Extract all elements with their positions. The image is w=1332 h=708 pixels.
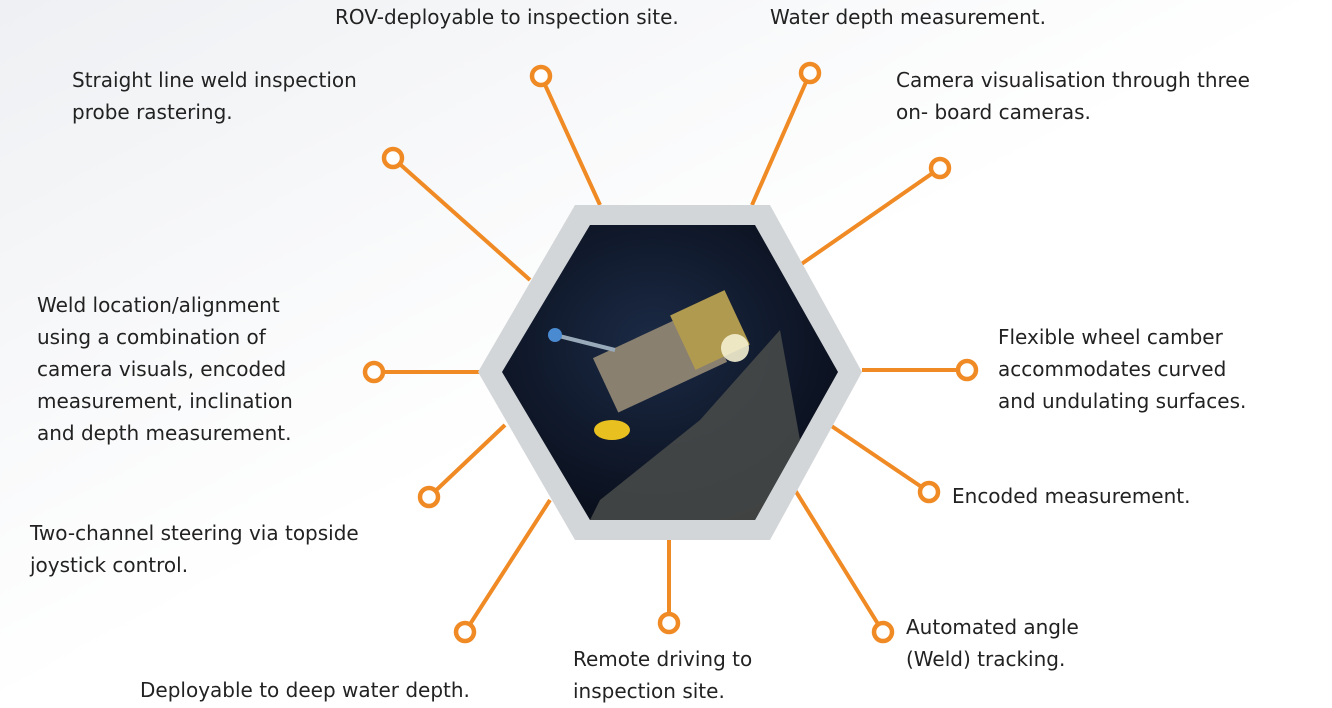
feature-label: camera visuals, encoded: [37, 357, 286, 381]
feature-label: and undulating surfaces.: [998, 389, 1246, 413]
diagram: ROV-deployable to inspection site. Water…: [0, 0, 1332, 708]
feature-label: Remote driving to: [573, 647, 752, 671]
feature-label: on- board cameras.: [896, 100, 1091, 124]
feature-label: accommodates curved: [998, 357, 1226, 381]
feature-label: joystick control.: [29, 553, 188, 577]
feature-label: Camera visualisation through three: [896, 68, 1250, 92]
feature-label: ROV-deployable to inspection site.: [335, 5, 679, 29]
feature-label: Straight line weld inspection: [72, 68, 357, 92]
page: ROV-deployable to inspection site. Water…: [0, 0, 1332, 708]
feature-label: Flexible wheel camber: [998, 325, 1224, 349]
feature-label: Weld location/alignment: [37, 293, 280, 317]
feature-label: inspection site.: [573, 679, 725, 703]
feature-label: Automated angle: [906, 615, 1079, 639]
feature-label: (Weld) tracking.: [906, 647, 1065, 671]
feature-label: probe rastering.: [72, 100, 233, 124]
feature-label: Water depth measurement.: [770, 5, 1046, 29]
feature-label: using a combination of: [37, 325, 267, 349]
feature-label: Deployable to deep water depth.: [140, 678, 470, 702]
feature-label: measurement, inclination: [37, 389, 293, 413]
feature-label: Encoded measurement.: [952, 484, 1191, 508]
feature-label: and depth measurement.: [37, 421, 291, 445]
feature-label: Two-channel steering via topside: [29, 521, 359, 545]
